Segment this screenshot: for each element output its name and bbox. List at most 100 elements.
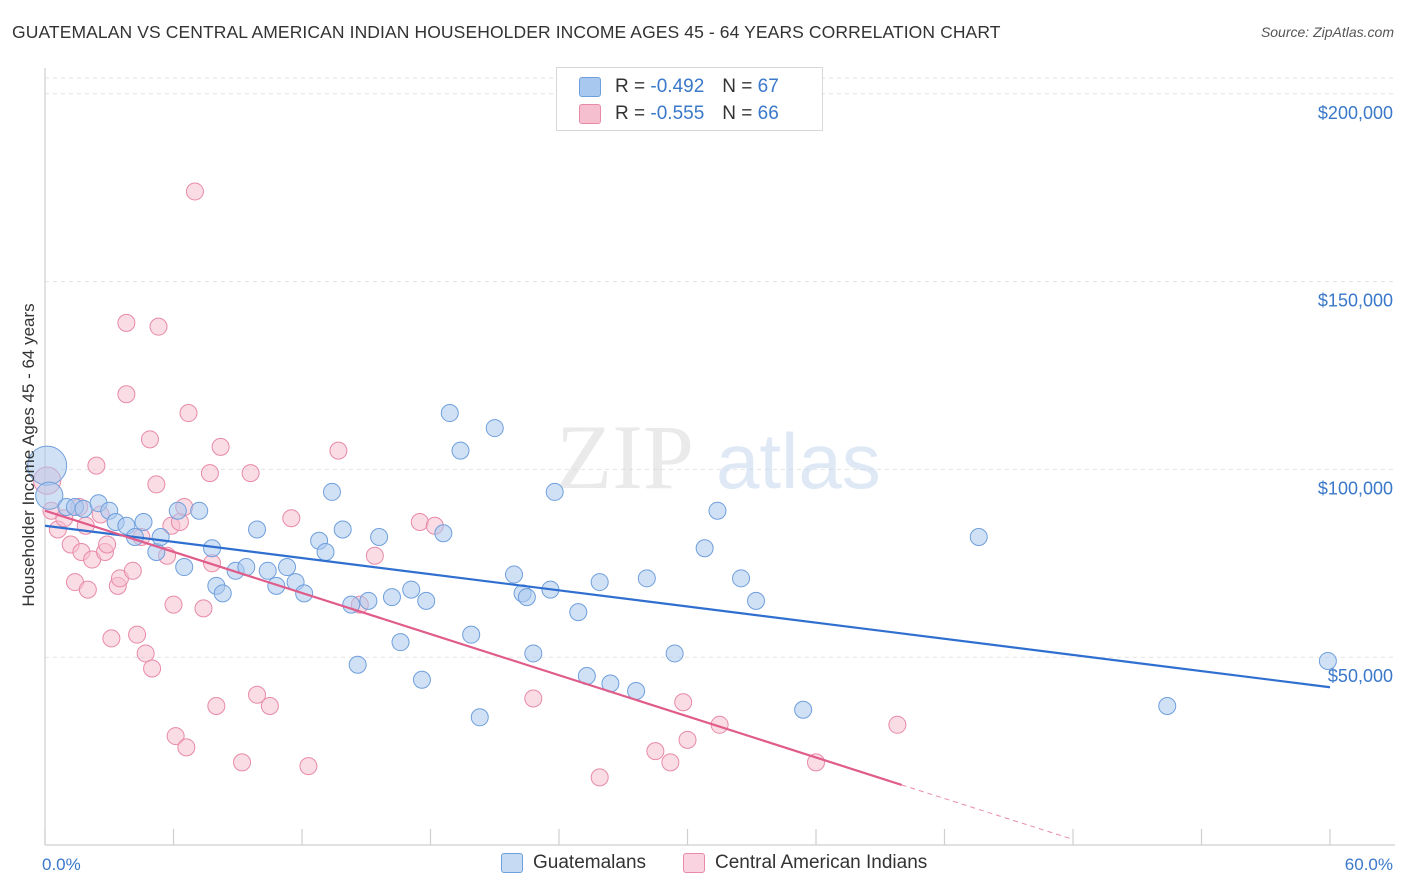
series-guatemalans xyxy=(27,404,1337,727)
point-guatemalans xyxy=(35,481,64,510)
point-guatemalans xyxy=(470,708,489,727)
point-central-american-indians xyxy=(646,742,665,761)
point-central-american-indians xyxy=(87,456,106,475)
point-guatemalans xyxy=(151,528,170,546)
watermark-zip: ZIP xyxy=(556,406,694,508)
legend-item-guatemalans[interactable]: Guatemalans xyxy=(501,852,646,874)
point-guatemalans xyxy=(451,441,470,460)
point-central-american-indians xyxy=(233,753,252,772)
legend-n-value: 66 xyxy=(757,103,779,124)
point-central-american-indians xyxy=(194,599,213,618)
point-central-american-indians xyxy=(128,625,147,644)
point-central-american-indians xyxy=(102,629,121,648)
point-guatemalans xyxy=(134,512,153,531)
legend-n-label: N = xyxy=(722,76,753,97)
legend-label-central-american-indians: Central American Indians xyxy=(715,852,928,873)
point-central-american-indians xyxy=(136,644,155,663)
point-central-american-indians xyxy=(143,659,162,678)
legend-r-label: R = xyxy=(615,76,646,97)
point-guatemalans xyxy=(391,633,410,652)
point-guatemalans xyxy=(316,543,335,562)
point-guatemalans xyxy=(747,591,766,610)
point-guatemalans xyxy=(402,580,421,599)
point-central-american-indians xyxy=(149,317,168,336)
point-guatemalans xyxy=(258,561,277,580)
point-guatemalans xyxy=(590,573,609,592)
point-central-american-indians xyxy=(123,561,142,580)
x-tick-label-max: 60.0% xyxy=(1345,855,1393,874)
point-guatemalans xyxy=(370,528,389,546)
point-guatemalans xyxy=(168,501,187,520)
point-guatemalans xyxy=(732,569,751,588)
point-central-american-indians xyxy=(524,689,543,708)
watermark: ZIP atlas xyxy=(556,406,881,508)
legend-swatch-blue xyxy=(501,853,523,873)
point-guatemalans xyxy=(505,565,524,584)
point-guatemalans xyxy=(569,603,588,622)
point-central-american-indians xyxy=(185,182,204,201)
point-central-american-indians xyxy=(365,546,384,565)
legend-r-value: -0.492 xyxy=(650,76,705,97)
point-guatemalans xyxy=(74,499,93,518)
point-guatemalans xyxy=(342,595,361,614)
legend-n-value: 67 xyxy=(757,76,779,97)
point-guatemalans xyxy=(434,524,453,543)
trend-line-central-american-indians xyxy=(44,509,903,786)
tick-labels: $50,000 $100,000 $150,000 $200,000 0.0% 60.0% xyxy=(42,103,1393,874)
point-central-american-indians xyxy=(117,313,136,332)
legend-row-guatemalans: R = -0.492 N = 67 xyxy=(579,75,779,99)
point-guatemalans xyxy=(440,404,459,423)
bottom-legend: Guatemalans Central American Indians xyxy=(0,852,1406,876)
point-central-american-indians xyxy=(200,464,219,483)
point-guatemalans xyxy=(708,501,727,520)
point-guatemalans xyxy=(695,539,714,558)
stats-legend: R = -0.492 N = 67 R = -0.555 N = 66 xyxy=(556,67,823,131)
point-guatemalans xyxy=(485,419,504,438)
legend-r-value: -0.555 xyxy=(650,103,705,124)
point-central-american-indians xyxy=(661,753,680,772)
legend-row-central-american-indians: R = -0.555 N = 66 xyxy=(579,102,779,126)
legend-n-label: N = xyxy=(722,103,753,124)
chart-title: GUATEMALAN VS CENTRAL AMERICAN INDIAN HO… xyxy=(12,22,1001,42)
point-central-american-indians xyxy=(888,715,907,734)
point-guatemalans xyxy=(213,584,232,603)
watermark-atlas: atlas xyxy=(716,417,881,505)
legend-swatch-blue xyxy=(579,77,601,97)
point-central-american-indians xyxy=(674,693,693,712)
point-guatemalans xyxy=(462,625,481,644)
point-central-american-indians xyxy=(590,768,609,787)
point-guatemalans xyxy=(637,569,656,588)
point-central-american-indians xyxy=(207,697,226,716)
point-central-american-indians xyxy=(678,730,697,749)
trend-line-guatemalans xyxy=(44,524,1331,689)
point-central-american-indians xyxy=(248,685,267,704)
point-central-american-indians xyxy=(147,475,166,494)
point-central-american-indians xyxy=(164,595,183,614)
point-guatemalans xyxy=(248,520,267,539)
legend-r-label: R = xyxy=(615,103,646,124)
point-guatemalans xyxy=(794,700,813,719)
point-central-american-indians xyxy=(410,512,429,531)
legend-item-central-american-indians[interactable]: Central American Indians xyxy=(683,852,927,874)
y-tick-label: $100,000 xyxy=(1318,478,1393,498)
point-central-american-indians xyxy=(78,580,97,599)
point-central-american-indians xyxy=(98,535,117,554)
point-central-american-indians xyxy=(282,509,301,528)
point-guatemalans xyxy=(333,520,352,539)
point-central-american-indians xyxy=(241,464,260,483)
y-axis-label: Householder Income Ages 45 - 64 years xyxy=(19,303,38,606)
point-guatemalans xyxy=(175,558,194,577)
x-tick-label-min: 0.0% xyxy=(42,855,81,874)
y-tick-label: $50,000 xyxy=(1328,666,1393,686)
point-guatemalans xyxy=(190,501,209,520)
point-guatemalans xyxy=(524,644,543,663)
point-guatemalans xyxy=(417,591,436,610)
point-guatemalans xyxy=(545,482,564,501)
legend-swatch-pink xyxy=(683,853,705,873)
point-guatemalans xyxy=(1318,651,1337,670)
y-tick-label: $200,000 xyxy=(1318,103,1393,123)
point-guatemalans xyxy=(322,482,341,501)
point-guatemalans xyxy=(665,644,684,663)
point-central-american-indians xyxy=(117,385,136,404)
